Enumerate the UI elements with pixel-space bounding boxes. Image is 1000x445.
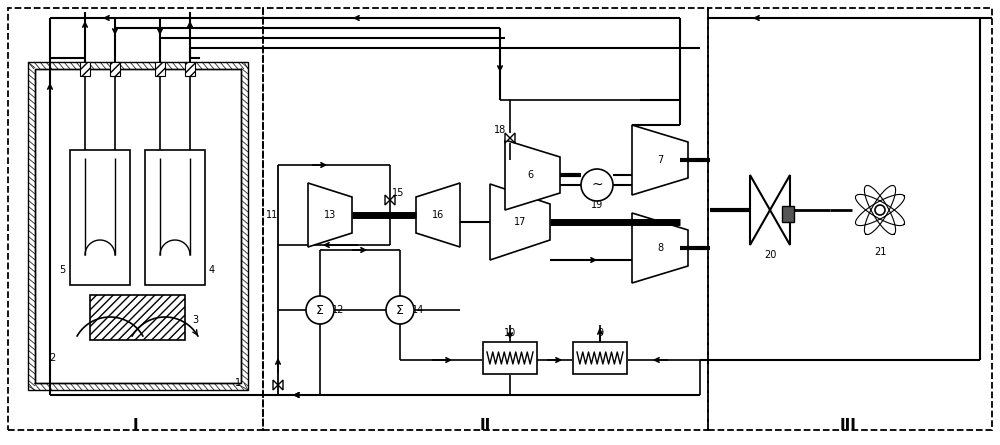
- Text: II: II: [479, 417, 491, 433]
- Polygon shape: [308, 183, 352, 247]
- Text: 18: 18: [494, 125, 506, 135]
- Bar: [35, 69, 241, 383]
- Bar: [185, 62, 195, 76]
- Text: 20: 20: [764, 250, 776, 260]
- Bar: [90, 295, 185, 340]
- Text: 9: 9: [597, 328, 603, 338]
- Polygon shape: [490, 184, 550, 260]
- Polygon shape: [632, 213, 688, 283]
- Text: 16: 16: [432, 210, 444, 220]
- Text: 11: 11: [266, 210, 278, 220]
- Circle shape: [875, 205, 885, 215]
- Text: 14: 14: [412, 305, 424, 315]
- Bar: [8, 8, 263, 430]
- Bar: [90, 295, 185, 340]
- Bar: [708, 8, 992, 430]
- Text: 12: 12: [332, 305, 344, 315]
- Bar: [263, 8, 708, 430]
- Text: 21: 21: [874, 247, 886, 257]
- Bar: [80, 62, 90, 76]
- Polygon shape: [505, 133, 515, 143]
- Bar: [70, 150, 130, 285]
- Text: 6: 6: [527, 170, 533, 180]
- Text: ~: ~: [591, 178, 603, 192]
- Bar: [35, 69, 241, 383]
- Circle shape: [386, 296, 414, 324]
- Bar: [155, 62, 165, 76]
- Circle shape: [306, 296, 334, 324]
- Bar: [573, 342, 627, 374]
- Text: 8: 8: [657, 243, 663, 253]
- Polygon shape: [416, 183, 460, 247]
- Bar: [483, 342, 537, 374]
- Text: 19: 19: [591, 200, 603, 210]
- Text: 4: 4: [209, 265, 215, 275]
- Bar: [28, 62, 248, 390]
- Text: I: I: [132, 417, 138, 433]
- Text: 5: 5: [59, 265, 65, 275]
- Polygon shape: [505, 140, 560, 210]
- Text: 2: 2: [49, 353, 55, 363]
- Bar: [145, 150, 205, 285]
- Bar: [185, 62, 195, 76]
- Text: III: III: [840, 417, 856, 433]
- Bar: [155, 62, 165, 76]
- Text: 7: 7: [657, 155, 663, 165]
- Text: Σ: Σ: [316, 303, 324, 316]
- Bar: [80, 62, 90, 76]
- Polygon shape: [632, 125, 688, 195]
- Text: 3: 3: [192, 315, 198, 325]
- Text: 1: 1: [235, 378, 241, 388]
- Text: 10: 10: [504, 328, 516, 338]
- Text: 17: 17: [514, 217, 526, 227]
- Polygon shape: [750, 175, 790, 245]
- Polygon shape: [385, 195, 395, 205]
- Bar: [782, 206, 794, 222]
- Text: 15: 15: [392, 188, 404, 198]
- Circle shape: [581, 169, 613, 201]
- Bar: [110, 62, 120, 76]
- Text: Σ: Σ: [396, 303, 404, 316]
- Bar: [110, 62, 120, 76]
- Text: 13: 13: [324, 210, 336, 220]
- Polygon shape: [273, 380, 283, 390]
